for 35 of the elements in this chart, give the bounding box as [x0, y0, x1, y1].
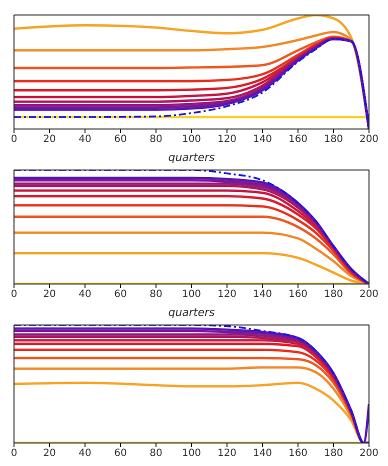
x-axis-title: quarters: [168, 306, 216, 319]
x-tick-label: 180: [324, 289, 344, 300]
x-tick-label: 40: [78, 134, 92, 146]
x-tick-label: 140: [252, 289, 272, 300]
x-tick-label: 160: [288, 448, 308, 460]
x-tick-label: 80: [150, 448, 162, 460]
x-tick-label: 120: [217, 448, 237, 460]
x-tick-label: 20: [43, 289, 56, 300]
x-tick-label: 80: [150, 289, 162, 300]
x-tick-label: 160: [288, 289, 308, 300]
x-tick-label: 200: [359, 289, 379, 300]
x-tick-label: 40: [78, 448, 92, 460]
x-tick-label: 200: [359, 134, 379, 146]
x-tick-label: 180: [324, 134, 344, 146]
x-tick-label: 100: [182, 289, 202, 300]
x-tick-label: 80: [150, 134, 162, 146]
x-tick-label: 100: [182, 448, 202, 460]
x-tick-label: 200: [359, 448, 379, 460]
x-tick-label: 20: [43, 448, 56, 460]
x-tick-label: 0: [10, 134, 18, 146]
x-tick-label: 160: [288, 134, 308, 146]
x-tick-label: 60: [114, 448, 127, 460]
x-tick-label: 0: [10, 448, 18, 460]
x-tick-label: 60: [114, 134, 127, 146]
x-tick-label: 120: [217, 289, 237, 300]
x-tick-label: 140: [252, 134, 272, 146]
x-tick-label: 20: [43, 134, 56, 146]
x-tick-label: 60: [114, 289, 127, 300]
x-axis-title: quarters: [168, 151, 216, 164]
x-tick-label: 120: [217, 134, 237, 146]
x-tick-label: 180: [324, 448, 344, 460]
x-tick-label: 0: [10, 289, 18, 300]
x-tick-label: 100: [182, 134, 202, 146]
x-tick-label: 40: [78, 289, 92, 300]
x-tick-label: 140: [252, 448, 272, 460]
